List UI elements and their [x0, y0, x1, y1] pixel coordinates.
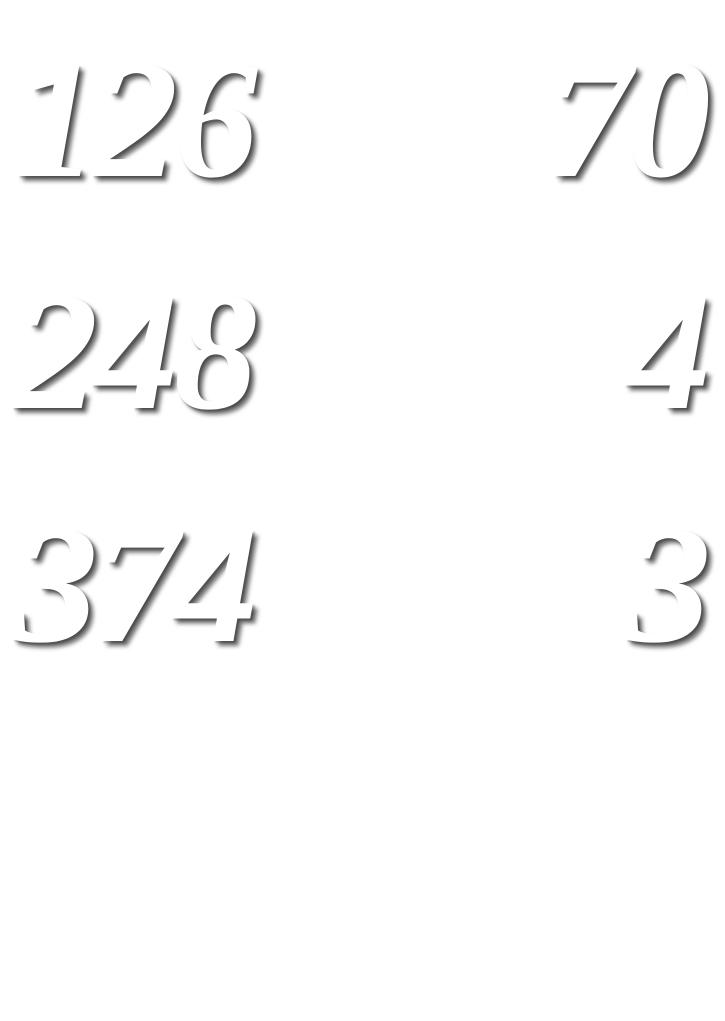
number-left-2: 248 — [14, 259, 258, 445]
number-right-3: 3 — [627, 492, 711, 678]
number-right-1: 70 — [547, 27, 711, 213]
number-left-3: 374 — [14, 492, 258, 678]
number-left-1: 126 — [14, 27, 258, 213]
number-right-2: 4 — [627, 259, 711, 445]
